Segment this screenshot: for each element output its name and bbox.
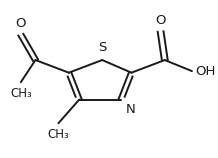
Text: CH₃: CH₃ [48, 128, 69, 141]
Text: S: S [98, 41, 106, 54]
Text: N: N [126, 103, 136, 116]
Text: O: O [155, 14, 166, 27]
Text: O: O [16, 17, 26, 30]
Text: CH₃: CH₃ [10, 87, 32, 100]
Text: OH: OH [195, 65, 215, 78]
